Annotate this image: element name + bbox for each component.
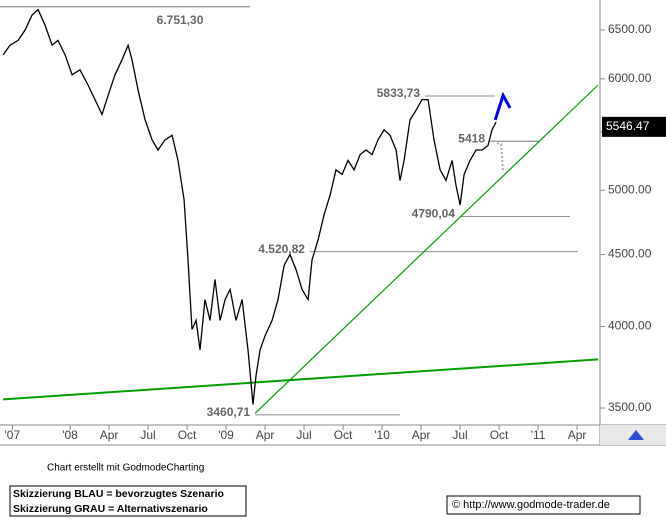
scenario-line — [493, 91, 512, 121]
legend-blue: Skizzierung BLAU = bevorzugtes Szenario — [13, 488, 224, 500]
level-label: 4790,04 — [412, 207, 456, 221]
level-label: 3460,71 — [207, 405, 251, 419]
last-price-label: 5546.47 — [606, 119, 650, 133]
copyright-box — [446, 495, 641, 515]
legend-box — [9, 485, 247, 517]
x-tick-label: Oct — [490, 428, 509, 442]
level-label: 5418 — [458, 131, 485, 145]
x-tick-label: Jul — [452, 428, 467, 442]
level-label: 5833,73 — [377, 86, 421, 100]
level-label: 6.751,30 — [157, 13, 204, 27]
x-tick-label: '08 — [62, 428, 78, 442]
y-tick-label: 5000.00 — [608, 182, 652, 196]
x-tick-label: '10 — [374, 428, 390, 442]
x-tick-label: Apr — [568, 428, 587, 442]
x-tick-label: '11 — [531, 428, 546, 442]
y-tick-label: 6500.00 — [608, 22, 652, 36]
credit: Chart erstellt mit GodmodeCharting — [47, 463, 204, 474]
legend-gray: Skizzierung GRAU = Alternativszenario — [13, 503, 208, 515]
corner-icon — [628, 430, 644, 440]
scenario-line — [496, 142, 505, 173]
x-tick-label: Jul — [140, 428, 155, 442]
level-label: 4.520,82 — [258, 242, 305, 256]
x-tick-label: '07 — [5, 428, 21, 442]
x-tick-label: Jul — [296, 428, 311, 442]
price-line — [2, 8, 497, 405]
x-tick-label: Apr — [256, 428, 275, 442]
y-tick-label: 4000.00 — [608, 319, 652, 333]
last-price-box — [602, 116, 666, 137]
y-tick-label: 6000.00 — [608, 71, 652, 85]
x-tick-label: Oct — [178, 428, 197, 442]
y-tick-label: 4500.00 — [608, 247, 652, 261]
copyright: © http://www.godmode-trader.de — [452, 499, 610, 511]
y-tick-label: 3500.00 — [608, 400, 652, 414]
x-tick-label: Oct — [334, 428, 353, 442]
trendline — [254, 84, 599, 414]
x-tick-label: Apr — [100, 428, 119, 442]
x-tick-label: Apr — [412, 428, 431, 442]
x-tick-label: '09 — [218, 428, 234, 442]
trendline — [3, 358, 599, 401]
